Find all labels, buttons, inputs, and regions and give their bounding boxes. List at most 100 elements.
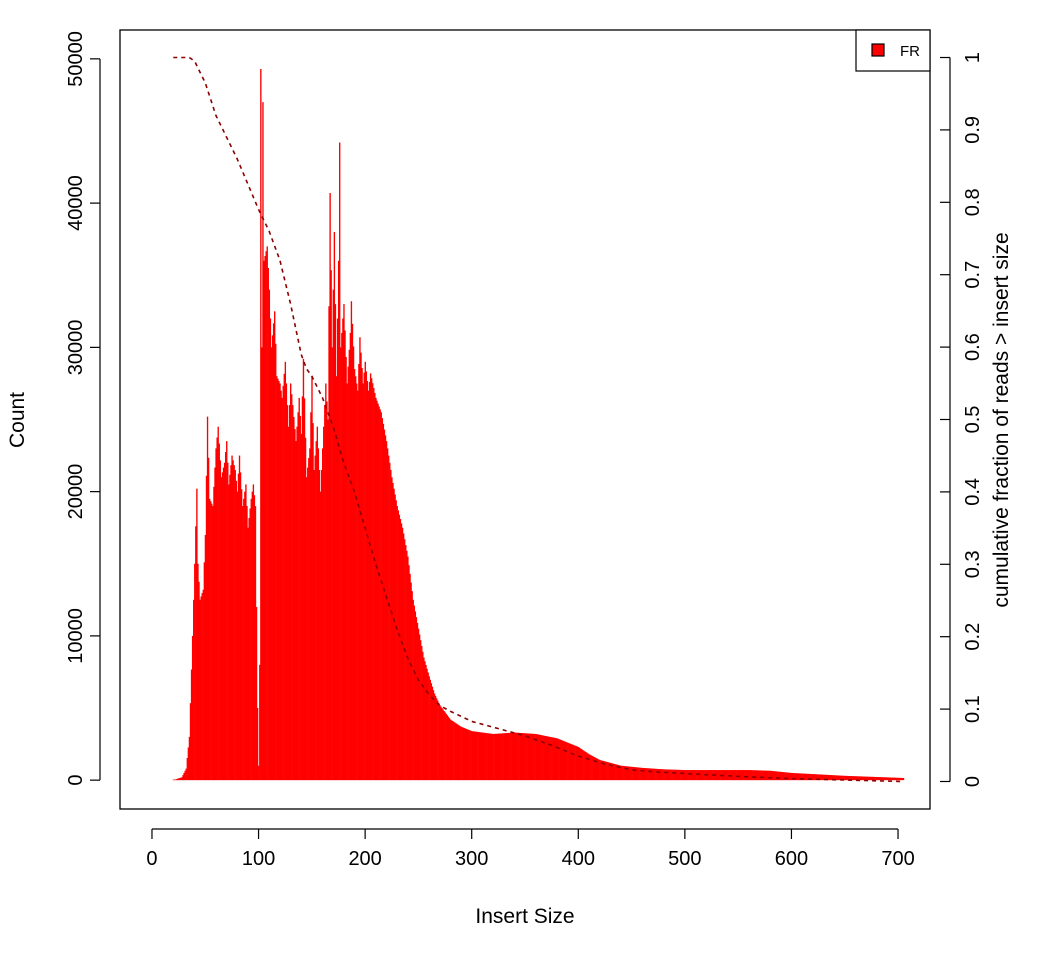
histogram-bar (892, 777, 894, 781)
histogram-bar (189, 703, 192, 781)
histogram-bar (649, 768, 651, 781)
histogram-bar (802, 773, 805, 781)
histogram-bar (601, 760, 603, 781)
x-tick-label: 700 (881, 848, 914, 870)
histogram-bar (623, 766, 625, 781)
histogram-bar (524, 733, 526, 781)
histogram-bar (547, 736, 550, 781)
histogram-bar (877, 777, 879, 781)
histogram-bar (214, 467, 216, 781)
histogram-bar (207, 457, 210, 781)
histogram-bar (591, 755, 593, 781)
histogram-bar (550, 737, 552, 781)
histogram-bar (844, 775, 846, 781)
histogram-bar (420, 640, 422, 781)
histogram-bar (798, 773, 800, 781)
histogram-bar (701, 770, 703, 781)
histogram-bar (312, 423, 314, 781)
histogram-bar (552, 737, 554, 781)
histogram-bar (327, 419, 329, 781)
histogram-bar (897, 777, 899, 781)
histogram-bar (661, 769, 664, 781)
histogram-bar (739, 770, 742, 781)
histogram-bar (447, 716, 450, 781)
histogram-bar (288, 405, 291, 781)
histogram-bar (512, 732, 515, 781)
histogram-bar (861, 776, 863, 781)
histogram-bar (605, 761, 607, 781)
histogram-bar (185, 768, 187, 781)
histogram-bar (668, 769, 670, 781)
histogram-bar (853, 776, 856, 781)
histogram-bar (347, 366, 349, 781)
histogram-bar (472, 731, 474, 781)
histogram-bar (382, 423, 385, 781)
histogram-bar (827, 774, 829, 781)
histogram-bar (508, 732, 510, 781)
histogram-bar (520, 732, 522, 781)
histogram-bar (645, 768, 648, 781)
histogram-bar (584, 751, 586, 781)
histogram-bar (540, 735, 542, 781)
histogram-bar (319, 491, 322, 781)
histogram-bar (726, 770, 729, 781)
histogram-bar (463, 728, 466, 781)
histogram-bar (734, 770, 736, 781)
histogram-bar (271, 335, 274, 781)
histogram-bar (836, 775, 839, 781)
histogram-bar (331, 347, 333, 781)
histogram-bar (344, 330, 346, 781)
histogram-bar (471, 731, 473, 781)
histogram-bar (430, 683, 433, 781)
histogram-bar (791, 772, 794, 781)
y2-tick-label: 0.6 (962, 333, 984, 361)
histogram-bar (438, 702, 440, 781)
histogram-bar (758, 770, 761, 781)
histogram-bar (642, 767, 645, 781)
histogram-bar (456, 723, 458, 781)
histogram-bar (341, 332, 343, 781)
histogram-bar (202, 589, 204, 781)
histogram-bar (499, 733, 502, 781)
histogram-bar (754, 770, 757, 781)
histogram-bar (458, 725, 460, 781)
histogram-bar (412, 599, 414, 781)
histogram-bar (548, 736, 551, 781)
histogram-bar (197, 563, 199, 781)
histogram-bar (631, 766, 633, 781)
histogram-bar (697, 770, 699, 781)
histogram-bar (345, 356, 347, 781)
histogram-bar (679, 769, 681, 781)
histogram-bar (332, 289, 334, 781)
histogram-bar (658, 769, 661, 781)
histogram-bar (283, 373, 285, 781)
histogram-bar (736, 770, 738, 781)
histogram-bar (216, 437, 218, 781)
histogram-bar (380, 412, 382, 781)
histogram-bar (513, 732, 516, 781)
histogram-bar (442, 709, 444, 781)
histogram-bar (586, 752, 588, 781)
histogram-bar (562, 740, 565, 781)
histogram-bar (753, 770, 755, 781)
histogram-bar (558, 739, 560, 781)
histogram-bar (793, 773, 795, 781)
histogram-bar (807, 773, 810, 781)
histogram-bar (237, 473, 240, 781)
histogram-bar (476, 731, 478, 781)
histogram-bar (838, 775, 841, 781)
histogram-bar (860, 776, 862, 781)
histogram-bar (762, 770, 764, 781)
histogram-bar (568, 743, 570, 781)
histogram-bar (629, 766, 632, 781)
y2-tick-label: 0.1 (962, 695, 984, 723)
histogram-bar (368, 381, 371, 781)
y-tick-label: 10000 (65, 608, 87, 664)
histogram-bar (230, 465, 232, 781)
histogram-bar (780, 771, 782, 781)
histogram-bar (766, 770, 768, 781)
histogram-bar (901, 777, 904, 781)
histogram-bar (428, 676, 430, 781)
histogram-bar (899, 777, 901, 781)
histogram-bar (694, 770, 697, 781)
